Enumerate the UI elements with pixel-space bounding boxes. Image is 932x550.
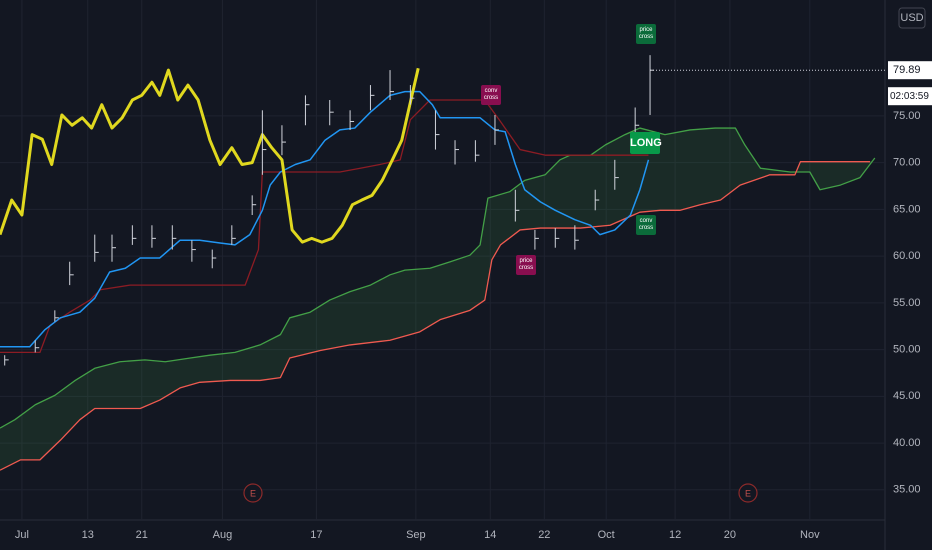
y-tick-label: 35.00 [893,484,921,496]
signal-label: LONG [630,132,662,154]
y-tick-label: 45.00 [893,390,921,402]
line-series [0,90,650,348]
y-tick-label: 75.00 [893,110,921,122]
y-tick-label: 65.00 [893,203,921,215]
x-tick-label: Oct [598,529,615,541]
x-tick-label: 14 [484,529,496,541]
currency[interactable]: USD [900,12,923,24]
y-tick-label: 70.00 [893,157,921,169]
line-series [0,127,876,429]
y-tick-label: 40.00 [893,437,921,449]
currency-box[interactable] [898,7,926,29]
x-tick-label: 22 [538,529,550,541]
last-price-label: 79.89 [893,64,921,76]
annotation-flag: conv cross [481,85,501,105]
y-tick-label: 55.00 [893,297,921,309]
last-price-box [888,61,932,80]
annotation-flag: price cross [636,24,656,44]
countdown-box [888,87,932,106]
line-series [0,67,420,244]
x-tick-label: 12 [669,529,681,541]
annotation-flag: price cross [516,255,536,275]
event-label: E [250,488,256,498]
grid [0,0,885,520]
x-tick-label: 17 [310,529,322,541]
x-tick-label: Nov [800,529,820,541]
x-tick-label: Sep [406,529,426,541]
x-tick-label: 13 [82,529,94,541]
line-series [0,161,871,471]
x-tick-label: 20 [724,529,736,541]
y-tick-label: 50.00 [893,344,921,356]
x-tick-label: Aug [213,529,233,541]
countdown-label: 02:03:59 [890,91,929,102]
cloud [0,128,875,471]
line-series [0,99,649,354]
event-marker [738,483,758,503]
y-tick-label: 60.00 [893,250,921,262]
annotation-flag: conv cross [636,215,656,235]
x-tick-label: Jul [15,529,29,541]
event-label: E [745,488,751,498]
x-tick-label: 21 [136,529,148,541]
event-marker [243,483,263,503]
